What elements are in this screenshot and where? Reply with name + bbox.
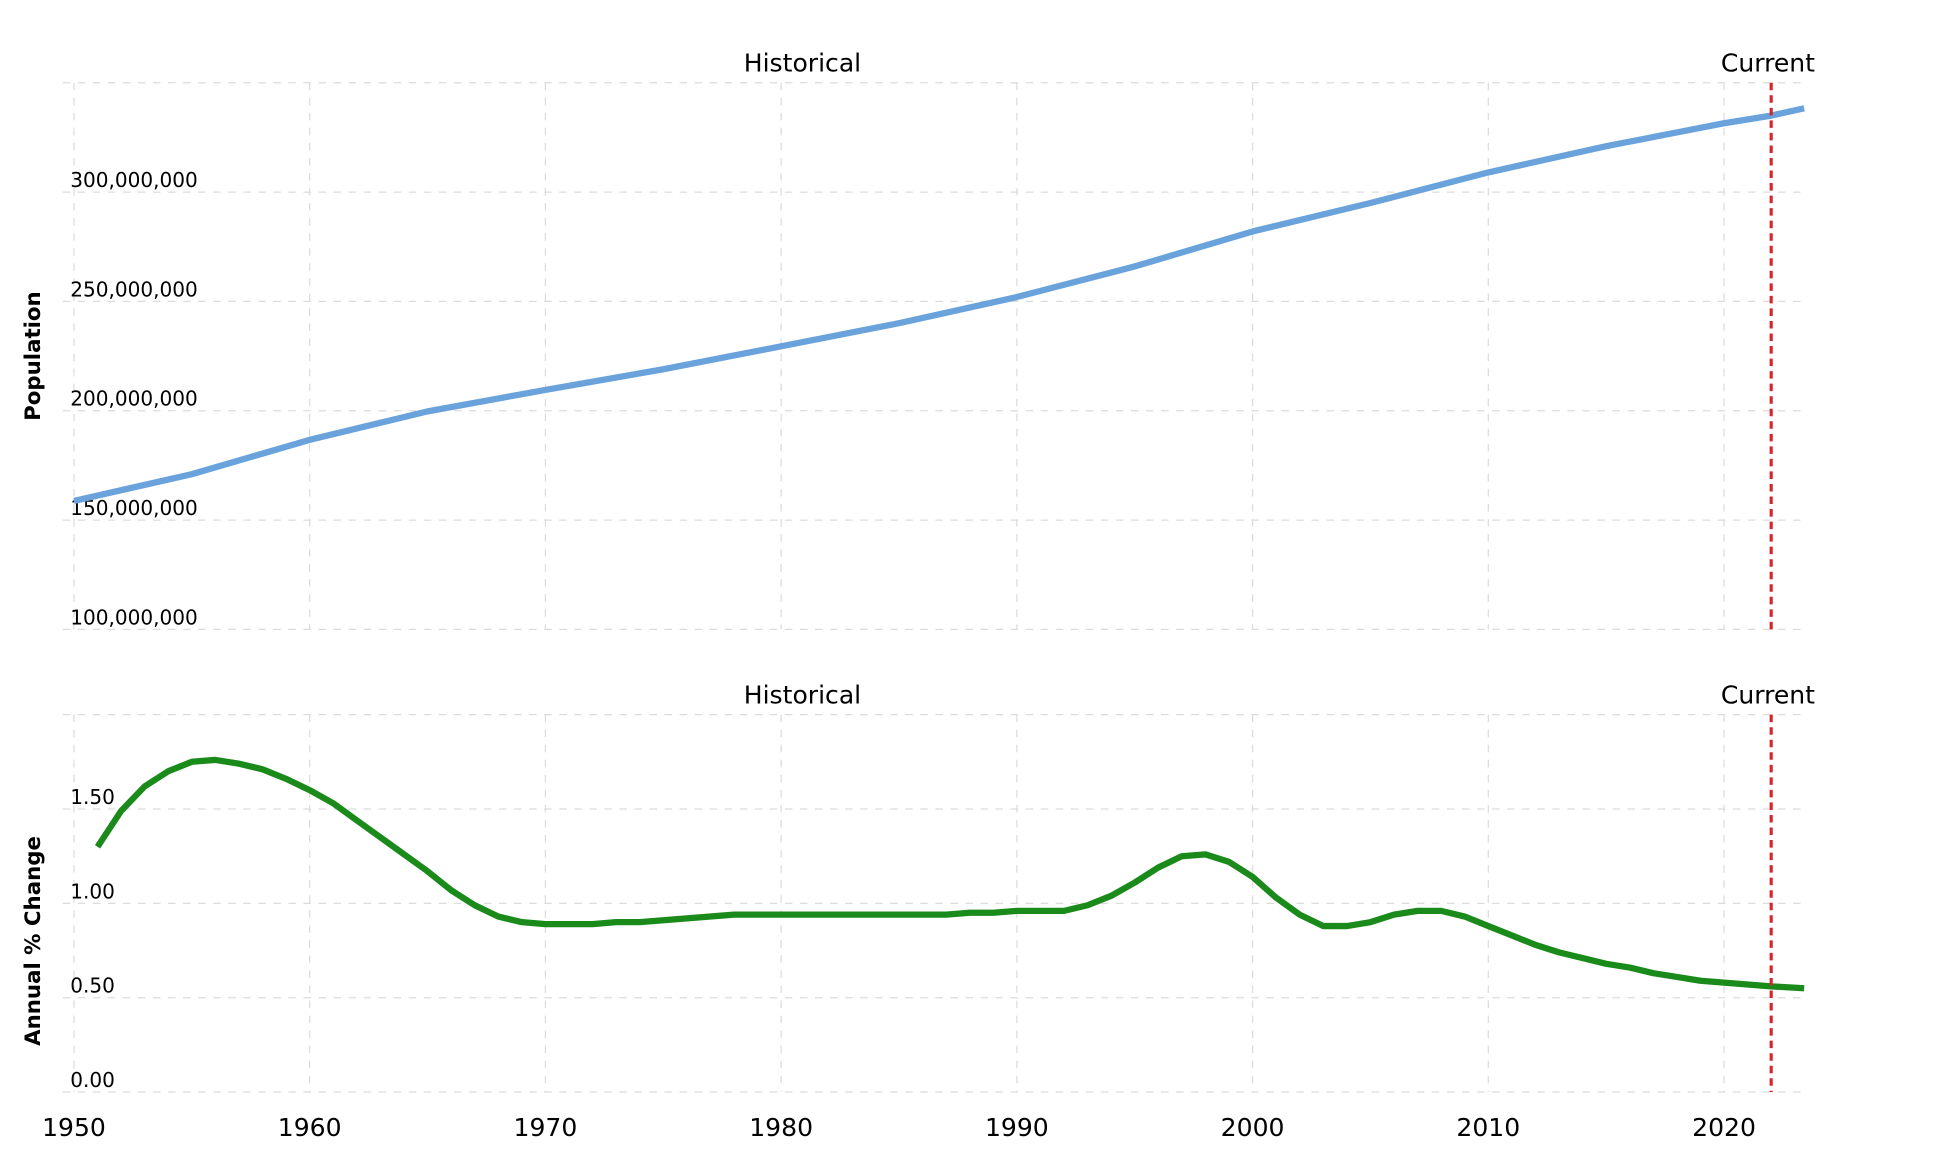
historical-label: Historical [744,680,861,709]
population-panel: 100,000,000 150,000,000 200,000,000 250,000… [21,48,1815,631]
x-tick-label: 2000 [1221,1113,1285,1142]
population-line [73,105,1805,504]
y-tick-label: 200,000,000 [70,387,198,411]
x-tick-label: 1980 [749,1113,813,1142]
y-tick-label: 0.00 [70,1068,115,1092]
x-tick-label: 2020 [1692,1113,1756,1142]
current-label: Current [1721,680,1815,709]
x-tick-label: 1950 [42,1113,106,1142]
y-tick-label: 100,000,000 [70,605,198,629]
annual-change-line [94,756,1805,992]
x-tick-label: 1970 [514,1113,578,1142]
x-tick-label: 1960 [278,1113,342,1142]
historical-label: Historical [744,48,861,77]
y-tick-label: 250,000,000 [70,277,198,301]
y-tick-label: 1.50 [70,785,115,809]
y-axis-title: Population [21,291,46,421]
y-tick-label: 300,000,000 [70,168,198,192]
current-label: Current [1721,48,1815,77]
y-tick-label: 1.00 [70,879,115,903]
y-tick-label: 0.50 [70,974,115,998]
x-tick-label: 1990 [985,1113,1049,1142]
growth-panel: 0.00 0.50 1.00 1.50 Annual % Change Historica… [21,680,1815,1093]
y-tick-label: 150,000,000 [70,496,198,520]
x-tick-label: 2010 [1456,1113,1520,1142]
y-axis-title: Annual % Change [21,836,46,1046]
x-axis: 1950 1960 1970 1980 1990 2000 2010 2020 [42,1113,1756,1142]
